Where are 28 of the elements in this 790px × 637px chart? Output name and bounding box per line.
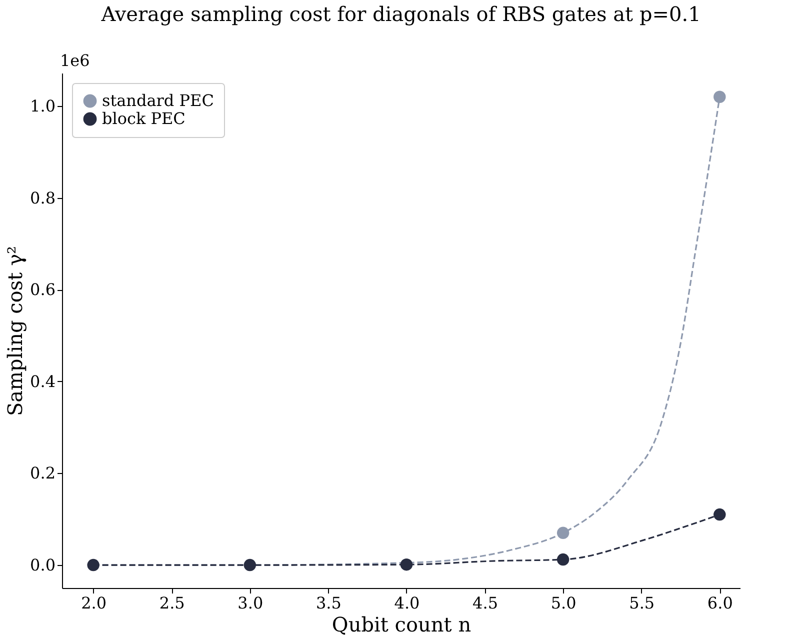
x-tick-label: 4.5 (472, 594, 498, 612)
point (87, 558, 100, 572)
x-tick-label: 6.0 (707, 594, 733, 612)
x-axis-title: Qubit count n (332, 612, 472, 636)
x-tick-label: 2.0 (81, 594, 107, 612)
point (556, 526, 570, 540)
y-tick-label: 0.4 (30, 372, 56, 391)
y-axis-title: Sampling cost γ² (3, 246, 28, 416)
x-tick-label: 5.0 (550, 594, 576, 612)
y-tick-label: 0.8 (30, 188, 56, 208)
point (400, 558, 413, 571)
y-tick-label: 0.2 (30, 464, 56, 483)
point (714, 90, 726, 103)
y-tick-label: 0.0 (30, 556, 56, 575)
x-tick-label: 2.5 (159, 594, 185, 612)
point (556, 553, 570, 566)
y-tick-label: 1.0 (30, 96, 56, 116)
legend-label: block PEC (102, 109, 186, 128)
y-tick-label: 0.6 (30, 280, 56, 300)
chart-title: Average sampling cost for diagonals of RBS gates at p=0.1 (100, 2, 701, 26)
x-tick-label: 3.0 (238, 594, 264, 612)
x-tick-label: 4.0 (394, 594, 420, 612)
legend-label: standard PEC (102, 91, 214, 110)
point (714, 508, 726, 521)
point (244, 558, 256, 572)
text: 1e6 (60, 51, 90, 70)
x-tick-label: 5.5 (629, 594, 655, 612)
x-tick-label: 3.5 (316, 594, 342, 612)
